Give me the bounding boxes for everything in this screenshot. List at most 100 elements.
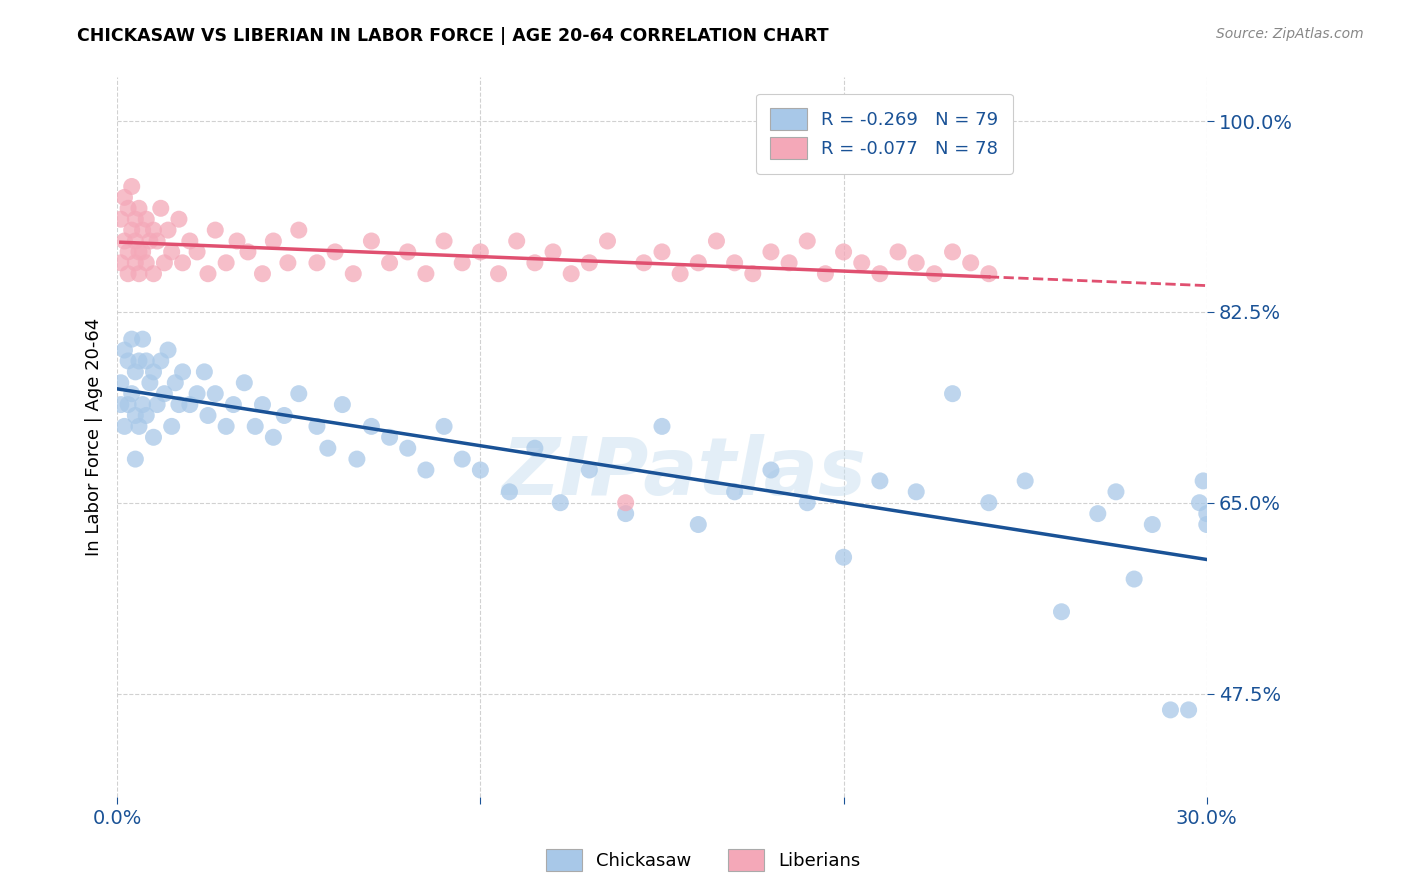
Point <box>1192 474 1215 488</box>
Point <box>110 398 132 412</box>
Point <box>114 343 136 357</box>
Point <box>488 267 510 281</box>
Point <box>135 409 157 423</box>
Point <box>415 267 437 281</box>
Point <box>1188 496 1211 510</box>
Point <box>723 256 745 270</box>
Point <box>131 223 153 237</box>
Point <box>578 256 600 270</box>
Point <box>342 267 364 281</box>
Point <box>124 365 146 379</box>
Point <box>941 244 963 259</box>
Point <box>688 256 710 270</box>
Point <box>759 244 782 259</box>
Point <box>796 496 818 510</box>
Point <box>153 256 176 270</box>
Point <box>215 256 238 270</box>
Point <box>651 419 673 434</box>
Point <box>451 452 474 467</box>
Point <box>470 244 492 259</box>
Point <box>1014 474 1036 488</box>
Point <box>121 332 143 346</box>
Point <box>179 398 201 412</box>
Point <box>688 517 710 532</box>
Point <box>121 223 143 237</box>
Point <box>179 234 201 248</box>
Point <box>887 244 910 259</box>
Point <box>114 419 136 434</box>
Point <box>433 419 456 434</box>
Point <box>778 256 800 270</box>
Point <box>396 441 419 455</box>
Point <box>160 244 183 259</box>
Point <box>633 256 655 270</box>
Point <box>226 234 249 248</box>
Point <box>851 256 873 270</box>
Point <box>332 398 354 412</box>
Point <box>523 256 546 270</box>
Point <box>378 430 401 444</box>
Point <box>146 234 169 248</box>
Point <box>252 398 274 412</box>
Point <box>131 332 153 346</box>
Point <box>172 365 194 379</box>
Point <box>124 452 146 467</box>
Point <box>1105 484 1128 499</box>
Point <box>869 474 891 488</box>
Point <box>1142 517 1164 532</box>
Point <box>153 386 176 401</box>
Point <box>959 256 981 270</box>
Point <box>121 386 143 401</box>
Point <box>186 386 208 401</box>
Point <box>378 256 401 270</box>
Point <box>305 256 328 270</box>
Point <box>796 234 818 248</box>
Point <box>117 354 139 368</box>
Point <box>1050 605 1073 619</box>
Point <box>142 365 165 379</box>
Text: CHICKASAW VS LIBERIAN IN LABOR FORCE | AGE 20-64 CORRELATION CHART: CHICKASAW VS LIBERIAN IN LABOR FORCE | A… <box>77 27 830 45</box>
Point <box>1087 507 1109 521</box>
Point <box>323 244 346 259</box>
Point <box>560 267 582 281</box>
Point <box>121 179 143 194</box>
Point <box>541 244 564 259</box>
Point <box>124 409 146 423</box>
Point <box>288 223 311 237</box>
Point <box>157 343 180 357</box>
Text: Source: ZipAtlas.com: Source: ZipAtlas.com <box>1216 27 1364 41</box>
Point <box>396 244 419 259</box>
Point <box>197 409 219 423</box>
Point <box>172 256 194 270</box>
Point <box>1159 703 1181 717</box>
Point <box>470 463 492 477</box>
Point <box>498 484 520 499</box>
Point <box>1195 507 1218 521</box>
Point <box>110 376 132 390</box>
Point <box>1123 572 1146 586</box>
Point <box>741 267 763 281</box>
Point <box>977 496 1000 510</box>
Point <box>117 398 139 412</box>
Point <box>117 267 139 281</box>
Point <box>505 234 527 248</box>
Point <box>277 256 299 270</box>
Point <box>346 452 368 467</box>
Point <box>905 484 928 499</box>
Point <box>167 398 190 412</box>
Point <box>128 202 150 216</box>
Point <box>204 223 226 237</box>
Point <box>139 376 162 390</box>
Point <box>614 507 637 521</box>
Point <box>869 267 891 281</box>
Point <box>149 354 172 368</box>
Point <box>117 202 139 216</box>
Point <box>273 409 295 423</box>
Point <box>128 244 150 259</box>
Point <box>814 267 837 281</box>
Point <box>233 376 256 390</box>
Point <box>160 419 183 434</box>
Point <box>114 234 136 248</box>
Point <box>236 244 259 259</box>
Point <box>759 463 782 477</box>
